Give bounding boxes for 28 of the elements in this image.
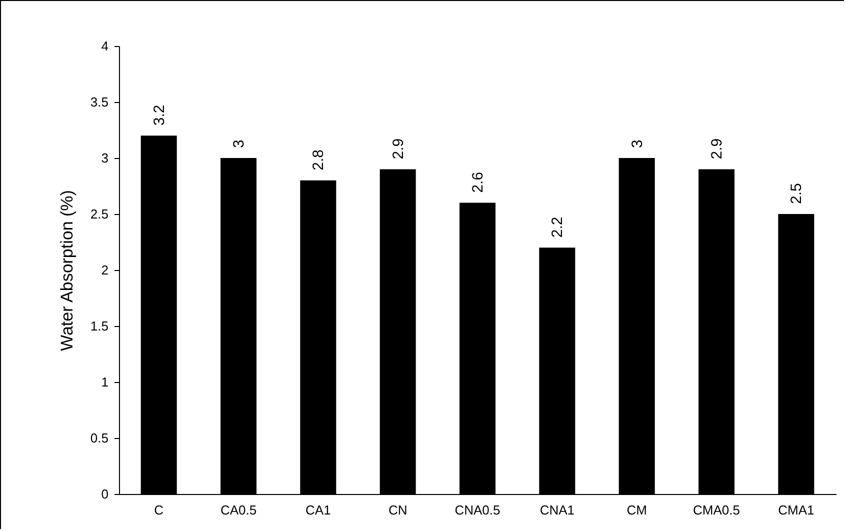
y-tick-label: 2.5 (90, 206, 108, 222)
y-tick-label: 1 (101, 374, 108, 390)
data-label: 2.5 (788, 183, 806, 204)
data-label: 2.9 (708, 138, 726, 160)
y-tick-label: 0.5 (90, 430, 108, 446)
y-tick-label: 2 (101, 262, 108, 278)
y-tick-label: 0 (101, 486, 108, 502)
x-tick-label: C (154, 502, 164, 518)
x-tick-label: CNA0.5 (454, 502, 500, 518)
data-label: 2.6 (470, 172, 486, 193)
data-label: 2.2 (549, 216, 566, 238)
x-tick-label: CMA1 (778, 502, 814, 518)
x-tick-label: CA0.5 (220, 502, 257, 518)
x-tick-label: CMA0.5 (693, 502, 740, 518)
y-tick-label: 3 (101, 150, 108, 166)
x-tick-label: CA1 (306, 502, 331, 518)
y-axis-title: Water Absorption (%) (57, 190, 76, 351)
data-label: 3 (628, 140, 646, 148)
data-label: 2.8 (310, 150, 328, 170)
y-tick-label: 4 (101, 38, 108, 54)
x-tick-label: CNA1 (540, 502, 575, 518)
data-label: 3 (230, 140, 248, 148)
y-tick-label: 3.5 (90, 94, 108, 110)
x-tick-label: CN (388, 502, 408, 518)
data-label: 3.2 (150, 104, 168, 126)
data-label: 2.9 (390, 138, 407, 160)
x-tick-label: CM (626, 502, 647, 518)
y-tick-label: 1.5 (90, 318, 108, 334)
